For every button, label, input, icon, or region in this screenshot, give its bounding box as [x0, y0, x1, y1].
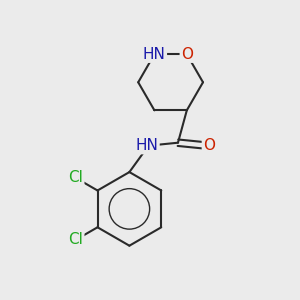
- Text: HN: HN: [143, 47, 166, 62]
- Text: Cl: Cl: [68, 170, 83, 185]
- Text: O: O: [203, 138, 215, 153]
- Text: Cl: Cl: [68, 232, 83, 247]
- Text: O: O: [181, 47, 193, 62]
- Text: HN: HN: [136, 138, 158, 153]
